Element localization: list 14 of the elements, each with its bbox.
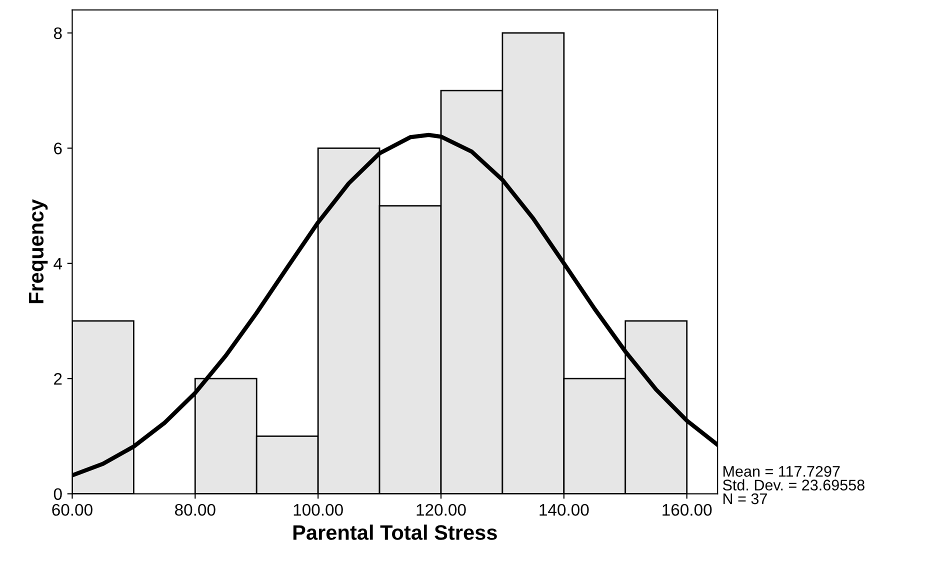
x-tick-label: 80.00 xyxy=(175,504,216,516)
y-tick-label: 6 xyxy=(54,142,62,154)
y-tick-label: 4 xyxy=(54,258,62,270)
x-axis-title: Parental Total Stress xyxy=(293,524,497,540)
x-tick-label: 140.00 xyxy=(540,504,589,516)
text: Mean = 117.7297 Std. Dev. = 23.69558 N = 37 xyxy=(722,466,864,504)
x-tick-label: 100.00 xyxy=(294,504,343,516)
y-tick-label: 8 xyxy=(54,27,62,40)
x-tick-label: 60.00 xyxy=(52,504,92,516)
y-tick-label: 0 xyxy=(54,488,62,500)
x-tick-label: 160.00 xyxy=(662,504,712,516)
x-tick-label: 120.00 xyxy=(416,504,466,516)
y-tick-label: 2 xyxy=(54,372,62,385)
y-axis-title: Frequency xyxy=(29,199,48,304)
